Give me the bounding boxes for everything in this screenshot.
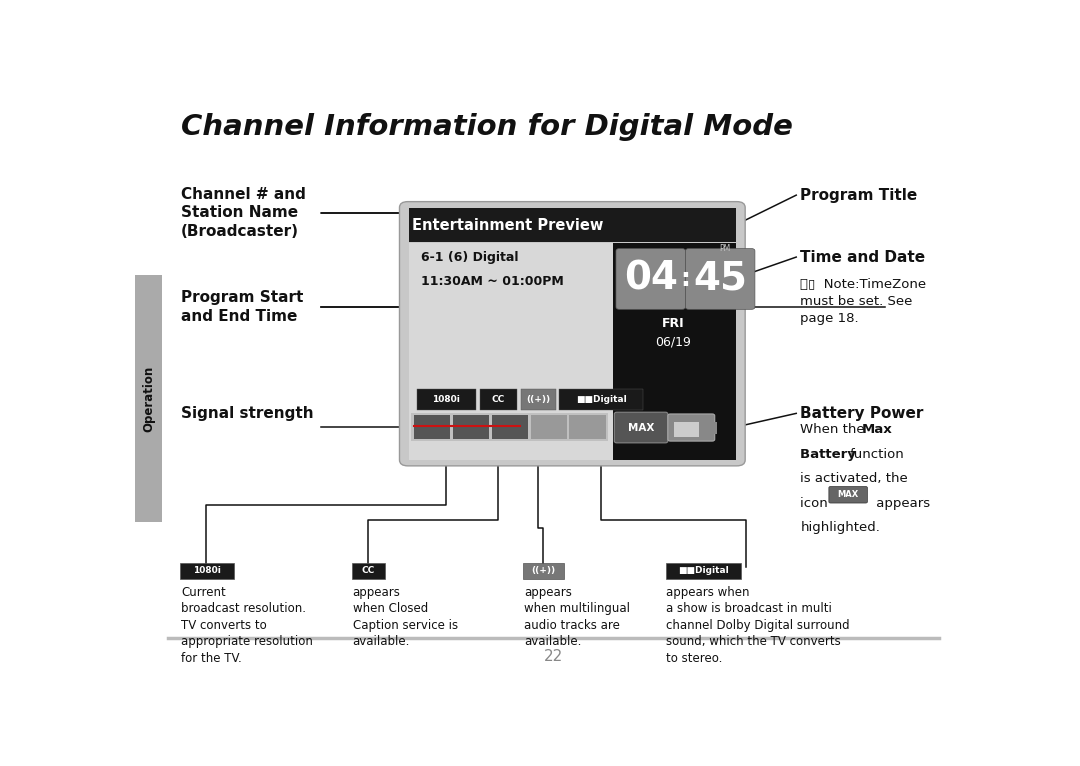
Text: is activated, the: is activated, the — [800, 473, 908, 486]
Text: 6-1 (6) Digital: 6-1 (6) Digital — [421, 251, 518, 264]
FancyBboxPatch shape — [524, 562, 564, 579]
Text: 04: 04 — [623, 260, 677, 298]
Text: 1080i: 1080i — [193, 566, 221, 575]
FancyBboxPatch shape — [667, 414, 715, 441]
Text: Program Start
and End Time: Program Start and End Time — [181, 290, 303, 324]
Bar — [414, 415, 450, 439]
Text: function: function — [850, 448, 905, 461]
Text: Channel # and
Station Name
(Broadcaster): Channel # and Station Name (Broadcaster) — [181, 187, 306, 239]
FancyBboxPatch shape — [616, 249, 686, 309]
Text: highlighted.: highlighted. — [800, 521, 880, 534]
Bar — [612, 243, 735, 460]
Text: appears when
a show is broadcast in multi
channel Dolby Digital surround
sound, : appears when a show is broadcast in mult… — [666, 585, 850, 665]
Bar — [713, 422, 717, 434]
Text: ■■Digital: ■■Digital — [576, 395, 626, 404]
Text: appears: appears — [872, 496, 930, 509]
Text: icon: icon — [800, 496, 833, 509]
Text: ((+)): ((+)) — [531, 566, 555, 575]
FancyBboxPatch shape — [400, 201, 745, 466]
Text: 1080i: 1080i — [432, 395, 460, 404]
FancyBboxPatch shape — [615, 412, 667, 443]
Text: PM: PM — [719, 244, 731, 254]
Text: 11:30AM ~ 01:00PM: 11:30AM ~ 01:00PM — [421, 274, 564, 287]
Text: 45: 45 — [693, 260, 747, 298]
Text: Signal strength: Signal strength — [181, 406, 313, 421]
Text: ⌛▯  Note:TimeZone
must be set. See
page 18.: ⌛▯ Note:TimeZone must be set. See page 1… — [800, 278, 927, 325]
Bar — [674, 421, 699, 437]
Bar — [411, 413, 608, 441]
Text: 06/19: 06/19 — [656, 336, 691, 349]
Text: MAX: MAX — [627, 423, 654, 433]
Text: Battery Power: Battery Power — [800, 406, 923, 421]
Text: CC: CC — [362, 566, 375, 575]
FancyBboxPatch shape — [352, 562, 386, 579]
Text: MAX: MAX — [837, 490, 859, 499]
Text: Operation: Operation — [141, 365, 154, 432]
Text: appears
when Closed
Caption service is
available.: appears when Closed Caption service is a… — [352, 585, 458, 648]
FancyBboxPatch shape — [559, 389, 643, 410]
Text: Current
broadcast resolution.
TV converts to
appropriate resolution
for the TV.: Current broadcast resolution. TV convert… — [181, 585, 313, 665]
Bar — [569, 415, 606, 439]
Text: When the: When the — [800, 424, 869, 437]
Bar — [135, 275, 162, 522]
FancyBboxPatch shape — [828, 486, 867, 503]
Text: ■■Digital: ■■Digital — [678, 566, 729, 575]
Text: 22: 22 — [544, 650, 563, 664]
Text: :: : — [680, 267, 690, 291]
Text: Time and Date: Time and Date — [800, 250, 926, 264]
Bar — [453, 415, 489, 439]
Text: appears
when multilingual
audio tracks are
available.: appears when multilingual audio tracks a… — [524, 585, 631, 648]
FancyBboxPatch shape — [686, 249, 755, 309]
FancyBboxPatch shape — [417, 389, 475, 410]
Text: Max: Max — [862, 424, 892, 437]
FancyBboxPatch shape — [180, 562, 233, 579]
Text: Battery: Battery — [800, 448, 861, 461]
Bar — [491, 415, 528, 439]
Bar — [408, 243, 612, 460]
FancyBboxPatch shape — [665, 562, 741, 579]
Text: CC: CC — [491, 395, 504, 404]
Text: FRI: FRI — [662, 317, 685, 330]
FancyBboxPatch shape — [480, 389, 516, 410]
Text: Program Title: Program Title — [800, 188, 918, 203]
Text: ((+)): ((+)) — [526, 395, 551, 404]
Text: Entertainment Preview: Entertainment Preview — [413, 218, 604, 234]
Bar — [530, 415, 567, 439]
Text: Channel Information for Digital Mode: Channel Information for Digital Mode — [181, 113, 793, 141]
Bar — [408, 208, 735, 242]
FancyBboxPatch shape — [521, 389, 556, 410]
